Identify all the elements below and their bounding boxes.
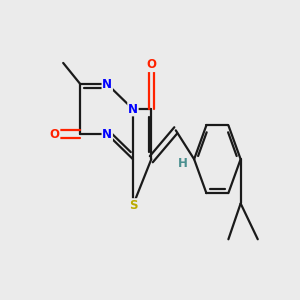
Text: N: N [102,128,112,141]
Text: O: O [50,128,60,141]
Text: S: S [129,199,137,212]
Text: H: H [178,157,188,169]
Text: O: O [146,58,156,71]
Text: N: N [128,103,138,116]
Text: N: N [102,78,112,91]
